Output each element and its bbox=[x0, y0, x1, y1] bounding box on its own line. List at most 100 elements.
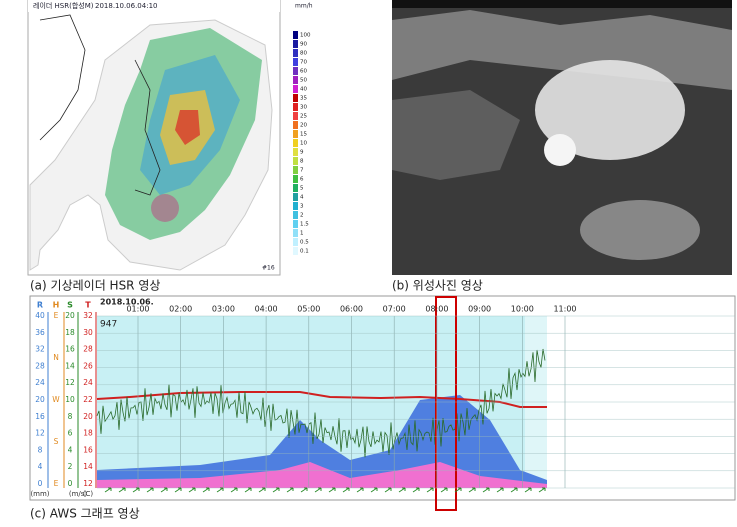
typhoon-cloud bbox=[535, 60, 685, 160]
axis-name: R bbox=[37, 301, 43, 310]
axis-tick-label: 24 bbox=[83, 378, 93, 387]
radar-frame-number: #16 bbox=[262, 265, 275, 272]
radar-timestamp: 2018.10.06.04:10 bbox=[95, 2, 157, 10]
legend-swatch bbox=[293, 247, 298, 255]
radar-echo bbox=[151, 194, 179, 222]
wind-arrow bbox=[272, 487, 280, 493]
axis-tick-label: 28 bbox=[83, 345, 93, 354]
legend-label: 90 bbox=[300, 42, 307, 48]
axis-tick-label: 8 bbox=[38, 445, 43, 454]
wind-arrow bbox=[300, 487, 308, 493]
time-label: 06:00 bbox=[340, 305, 363, 314]
temperature-line bbox=[96, 391, 547, 408]
legend-label: 4 bbox=[300, 195, 304, 201]
wind-arrow bbox=[258, 487, 266, 493]
satellite-panel bbox=[392, 0, 732, 275]
wind-arrow bbox=[202, 487, 210, 493]
axis-tick-label: 24 bbox=[35, 378, 45, 387]
legend-label: 70 bbox=[300, 60, 307, 66]
wind-arrow bbox=[356, 487, 364, 493]
time-label: 03:00 bbox=[212, 305, 235, 314]
wind-arrow bbox=[482, 487, 490, 493]
axis-tick-label: 12 bbox=[35, 429, 45, 438]
axis-tick-label: 20 bbox=[65, 311, 75, 320]
axis-tick-label: 12 bbox=[65, 378, 75, 387]
wind-arrow bbox=[426, 487, 434, 493]
cloud bbox=[580, 200, 700, 260]
legend-label: 100 bbox=[300, 33, 311, 39]
time-label: 08:00 bbox=[425, 305, 448, 314]
wind-arrow bbox=[454, 487, 462, 493]
legend-swatch bbox=[293, 229, 298, 237]
legend-label: 50 bbox=[300, 78, 307, 84]
time-label: 10:00 bbox=[511, 305, 534, 314]
axis-name: T bbox=[85, 301, 91, 310]
axis-tick-label: 16 bbox=[83, 445, 93, 454]
legend-swatch bbox=[293, 94, 298, 102]
coastline bbox=[39, 14, 86, 141]
axis-tick-label: 0 bbox=[38, 479, 43, 488]
caption: (b) 위성사진 영상 bbox=[392, 279, 483, 293]
cloud bbox=[392, 90, 520, 180]
wind-arrow bbox=[188, 487, 196, 493]
legend-label: 1 bbox=[300, 231, 304, 237]
legend-label: 60 bbox=[300, 69, 307, 75]
wind-arrow bbox=[244, 487, 252, 493]
axis-tick-label: 36 bbox=[35, 328, 45, 337]
axis-tick-label: E bbox=[54, 479, 59, 488]
legend-label: 7 bbox=[300, 168, 304, 174]
axis-tick-label: 20 bbox=[35, 395, 45, 404]
legend-swatch bbox=[293, 31, 298, 39]
wind-arrow bbox=[174, 487, 182, 493]
legend-swatch bbox=[293, 220, 298, 228]
axis-tick-label: 28 bbox=[35, 361, 45, 370]
axis-tick-label: 12 bbox=[83, 479, 93, 488]
axis-unit: (C) bbox=[83, 490, 94, 498]
time-label: 09:00 bbox=[468, 305, 491, 314]
highlight-box bbox=[435, 296, 457, 511]
wind-arrow bbox=[314, 487, 322, 493]
axis-tick-label: N bbox=[53, 353, 59, 362]
wind-arrow bbox=[398, 487, 406, 493]
radar-header: 레이더 HSR(합성M) bbox=[33, 1, 94, 10]
legend-swatch bbox=[293, 121, 298, 129]
caption: (c) AWS 그래프 영상 bbox=[30, 507, 140, 521]
legend-swatch bbox=[293, 112, 298, 120]
wind-arrow bbox=[160, 487, 168, 493]
rain-area bbox=[97, 462, 547, 488]
wind-arrow bbox=[468, 487, 476, 493]
axis-tick-label: 2 bbox=[68, 462, 73, 471]
wind-arrow bbox=[384, 487, 392, 493]
wind-arrow bbox=[146, 487, 154, 493]
legend-label: 35 bbox=[300, 96, 307, 102]
axis-tick-label: 0 bbox=[68, 479, 73, 488]
coastline bbox=[134, 59, 161, 196]
legend-swatch bbox=[293, 103, 298, 111]
legend-swatch bbox=[293, 202, 298, 210]
radar-panel: 레이더 HSR(합성M) 2018.10.06.04:10 mm/h #16 1… bbox=[27, 0, 313, 276]
axis-unit: (m/s) bbox=[69, 490, 88, 498]
legend-label: 9 bbox=[300, 150, 304, 156]
legend-swatch bbox=[293, 157, 298, 165]
legend-swatch bbox=[293, 67, 298, 75]
satellite-header bbox=[392, 0, 732, 8]
axis-name: S bbox=[67, 301, 73, 310]
legend-label: 80 bbox=[300, 51, 307, 57]
axis-tick-label: 20 bbox=[83, 412, 93, 421]
axis-tick-label: 32 bbox=[83, 311, 93, 320]
legend-swatch bbox=[293, 148, 298, 156]
wind-arrow bbox=[216, 487, 224, 493]
axis-tick-label: 18 bbox=[65, 328, 75, 337]
axis-tick-label: E bbox=[54, 311, 59, 320]
axis-tick-label: 14 bbox=[83, 462, 93, 471]
axis-tick-label: 4 bbox=[68, 445, 73, 454]
legend-swatch bbox=[293, 211, 298, 219]
legend-label: 40 bbox=[300, 87, 307, 93]
legend-label: 6 bbox=[300, 177, 304, 183]
legend-swatch bbox=[293, 238, 298, 246]
axis-tick-label: 40 bbox=[35, 311, 45, 320]
aws-graph: 2018.10.06. 947 01:00 02:00 03:00 04:00 05:00 0… bbox=[29, 295, 736, 511]
legend-swatch bbox=[293, 166, 298, 174]
axis-tick-label: 30 bbox=[83, 328, 93, 337]
legend-label: 8 bbox=[300, 159, 304, 165]
